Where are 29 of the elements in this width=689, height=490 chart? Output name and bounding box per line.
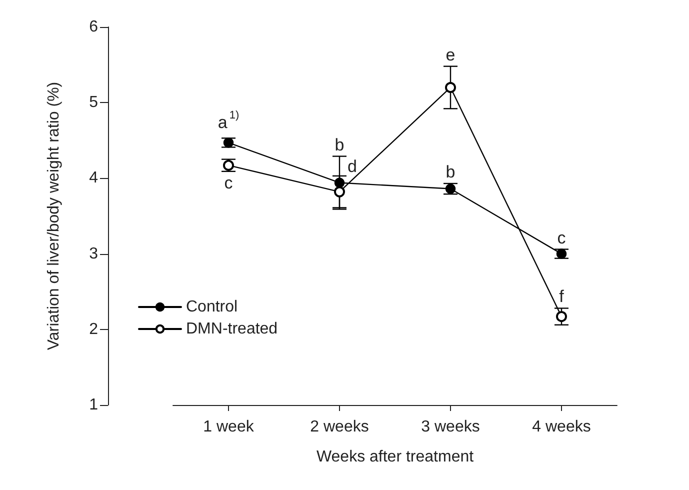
x-tick-label: 4 weeks <box>532 418 591 436</box>
y-tick-label: 4 <box>89 170 98 187</box>
annotation: f <box>559 287 564 306</box>
y-tick-label: 5 <box>89 94 98 112</box>
x-tick-label: 2 weeks <box>310 418 369 436</box>
annotation: c <box>224 173 234 192</box>
annotation: e <box>446 45 456 64</box>
y-tick-label: 2 <box>89 320 98 338</box>
x-tick-label: 3 weeks <box>421 418 480 436</box>
point <box>223 160 234 171</box>
y-tick-label: 1 <box>89 396 98 414</box>
annotation: d <box>348 157 357 176</box>
point <box>334 186 345 198</box>
annotation: b <box>334 135 344 154</box>
point <box>334 178 345 188</box>
legend-label: DMN-treated <box>186 320 278 338</box>
legend-label: Control <box>186 298 238 316</box>
y-tick-label: 6 <box>89 18 98 36</box>
annotation: b <box>446 162 456 182</box>
point <box>556 311 567 322</box>
y-tick-label: 3 <box>89 245 98 262</box>
point <box>223 138 234 148</box>
point <box>445 82 456 93</box>
point <box>445 184 456 194</box>
point <box>556 248 567 259</box>
x-axis-title: Weeks after treatment <box>316 448 474 466</box>
y-axis-title: Variation of liver/body weight ratio (%) <box>46 82 62 350</box>
annotation: c <box>557 228 566 248</box>
x-tick-label: 1 week <box>203 418 255 436</box>
